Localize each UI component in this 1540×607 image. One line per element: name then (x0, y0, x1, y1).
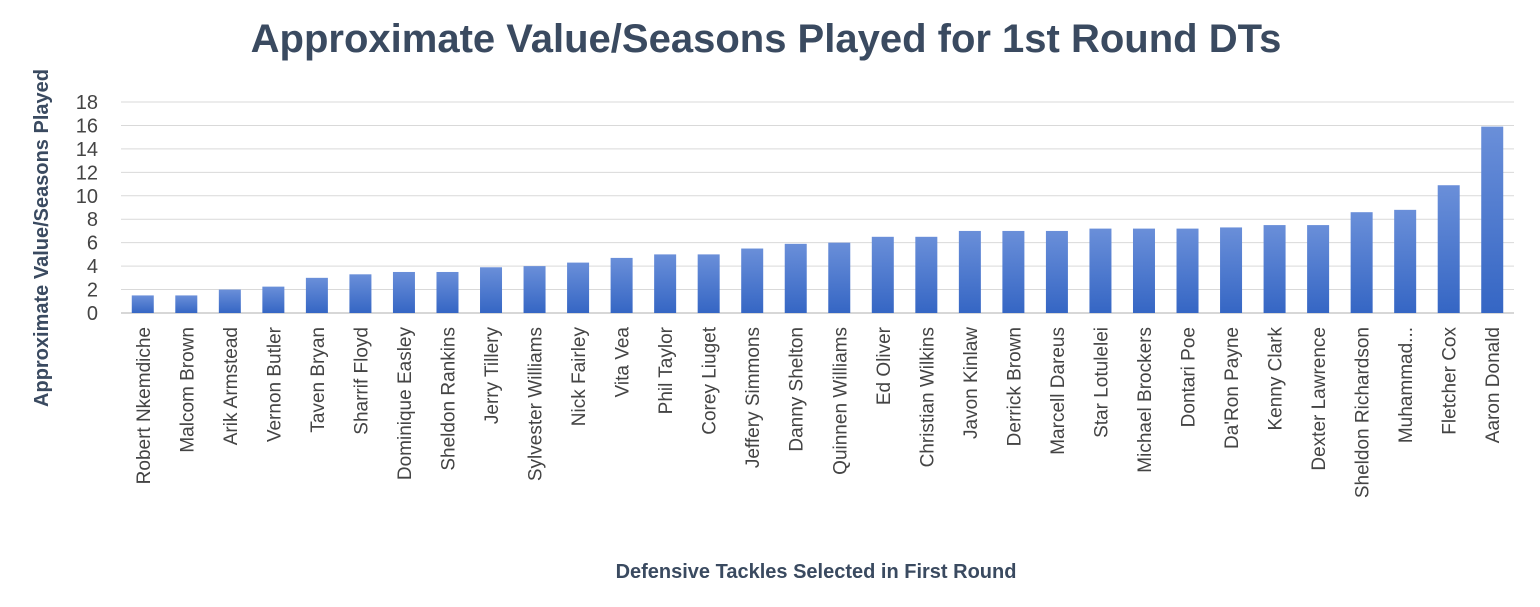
bar (1481, 126, 1504, 313)
x-category-label: Sheldon Richardson (1353, 327, 1374, 498)
chart-title: Approximate Value/Seasons Played for 1st… (251, 17, 1282, 61)
bar (1307, 225, 1330, 313)
x-category-label: Sheldon Rankins (438, 327, 459, 471)
x-category-label: Jerry Tillery (482, 327, 503, 425)
x-category-label: Dominique Easley (395, 327, 416, 481)
x-category-label: Arik Armstead (221, 327, 242, 445)
x-category-label: Michael Brockers (1135, 327, 1156, 473)
bar (218, 289, 241, 313)
x-category-label: Jeffery Simmons (743, 327, 764, 468)
bar (1176, 228, 1199, 313)
y-tick-label: 0 (87, 303, 98, 325)
bar (1394, 209, 1417, 313)
bar (697, 254, 720, 313)
x-category-label: Derrick Brown (1004, 327, 1025, 446)
x-axis-title: Defensive Tackles Selected in First Roun… (616, 561, 1017, 583)
x-category-label: Muhammad... (1396, 327, 1417, 443)
bar (480, 267, 503, 313)
x-category-label: Dontari Poe (1179, 327, 1200, 427)
bars (131, 126, 1504, 313)
bar (741, 248, 764, 313)
y-tick-label: 18 (76, 92, 98, 114)
y-tick-label: 8 (87, 209, 98, 231)
bar (349, 274, 372, 313)
bar (567, 262, 590, 313)
y-axis-title: Approximate Value/Seasons Played (31, 69, 53, 407)
x-category-label: Vita Vea (613, 327, 634, 398)
x-category-label: Ed Oliver (874, 326, 895, 405)
bar (262, 286, 285, 313)
y-tick-label: 2 (87, 280, 98, 302)
bar (131, 295, 154, 313)
x-category-label: Dexter Lawrence (1309, 327, 1330, 471)
x-category-label: Quinnen Williams (830, 327, 851, 475)
x-category-label: Sharrif Floyd (351, 327, 372, 435)
gridlines (121, 101, 1514, 314)
y-tick-label: 10 (76, 186, 98, 208)
x-category-label: Malcom Brown (177, 327, 198, 453)
x-category-label: Kenny Clark (1266, 327, 1287, 431)
bar (958, 230, 981, 313)
x-category-label: Robert Nkemdiche (134, 327, 155, 484)
bar (1002, 230, 1025, 313)
bar (915, 236, 938, 313)
x-category-label: Aaron Donald (1483, 327, 1504, 443)
x-category-label: Javon Kinlaw (961, 327, 982, 439)
x-category-label: Da'Ron Payne (1222, 327, 1243, 449)
bar (1220, 227, 1243, 313)
x-category-label: Phil Taylor (656, 326, 677, 414)
bar (871, 236, 894, 313)
x-category-label: Star Lotulelei (1091, 327, 1112, 438)
bar (828, 242, 851, 313)
bar (784, 243, 807, 313)
bar (436, 271, 459, 313)
bar (1263, 225, 1286, 313)
bar (1350, 212, 1373, 313)
x-category-label: Marcell Dareus (1048, 327, 1069, 455)
bar (610, 257, 633, 313)
y-tick-label: 4 (87, 256, 98, 278)
bar (392, 271, 415, 313)
bar (523, 266, 546, 313)
y-tick-label: 12 (76, 162, 98, 184)
bar (654, 254, 677, 313)
x-category-label: Corey Liuget (700, 326, 721, 434)
y-tick-label: 14 (76, 139, 98, 161)
bar (305, 277, 328, 313)
x-category-label: Taven Bryan (308, 327, 329, 433)
x-category-label: Sylvester Williams (526, 327, 547, 481)
x-category-label: Christian Wilkins (917, 327, 938, 467)
bar (1437, 185, 1460, 313)
bar (1045, 230, 1068, 313)
x-category-label: Fletcher Cox (1440, 327, 1461, 435)
bar (175, 295, 198, 313)
y-tick-label: 16 (76, 115, 98, 137)
y-tick-label: 6 (87, 233, 98, 255)
bar (1132, 228, 1155, 313)
x-category-label: Nick Fairley (569, 327, 590, 427)
bar (1089, 228, 1112, 313)
x-category-label: Danny Shelton (787, 327, 808, 452)
x-category-label: Vernon Butler (264, 326, 285, 442)
x-axis-category-labels: Robert Nkemdiche Malcom Brown Arik Armstea… (134, 326, 1504, 498)
